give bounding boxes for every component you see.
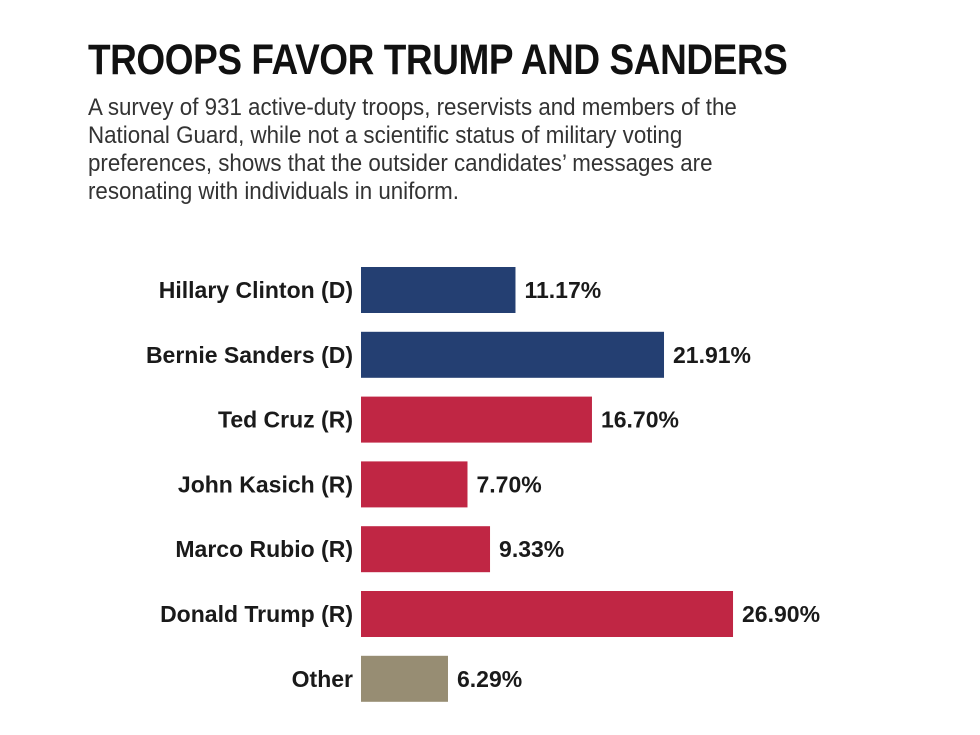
bar-group: John Kasich (R) 7.70% [178, 461, 542, 508]
subtitle-line: A survey of 931 active-duty troops, rese… [88, 94, 737, 121]
chart-subtitle: A survey of 931 active-duty troops, rese… [88, 94, 851, 206]
bar-group: Hillary Clinton (D) 11.17% [159, 267, 601, 313]
chart-title: TROOPS FAVOR TRUMP AND SANDERS [88, 36, 788, 84]
bar [361, 591, 734, 637]
bar-group: Marco Rubio (R) 9.33% [175, 526, 564, 573]
category-label: Marco Rubio (R) [175, 536, 353, 562]
value-label: 9.33% [499, 536, 564, 562]
category-label: Hillary Clinton (D) [159, 277, 353, 303]
subtitle-line: preferences, shows that the outsider can… [88, 150, 713, 177]
value-label: 7.70% [476, 471, 541, 497]
value-label: 16.70% [601, 407, 679, 433]
category-label: Ted Cruz (R) [218, 407, 353, 433]
value-label: 26.90% [742, 601, 820, 627]
bar [361, 461, 468, 508]
category-label: John Kasich (R) [178, 471, 353, 497]
bar-group: Bernie Sanders (D) 21.91% [146, 331, 751, 378]
subtitle-line: resonating with individuals in uniform. [88, 178, 459, 205]
value-label: 6.29% [457, 666, 522, 692]
bar [361, 526, 491, 573]
bar-group: Other 6.29% [292, 655, 522, 702]
category-label: Donald Trump (R) [160, 601, 353, 627]
bar [361, 655, 448, 702]
bar [361, 396, 592, 443]
bar-group: Donald Trump (R) 26.90% [160, 591, 820, 637]
subtitle-line: National Guard, while not a scientific s… [88, 122, 683, 149]
category-label: Other [292, 666, 353, 692]
category-label: Bernie Sanders (D) [146, 342, 353, 368]
bar-group: Ted Cruz (R) 16.70% [218, 396, 679, 443]
bar [361, 331, 665, 378]
value-label: 21.91% [673, 342, 751, 368]
bar [361, 267, 516, 313]
value-label: 11.17% [524, 277, 601, 303]
